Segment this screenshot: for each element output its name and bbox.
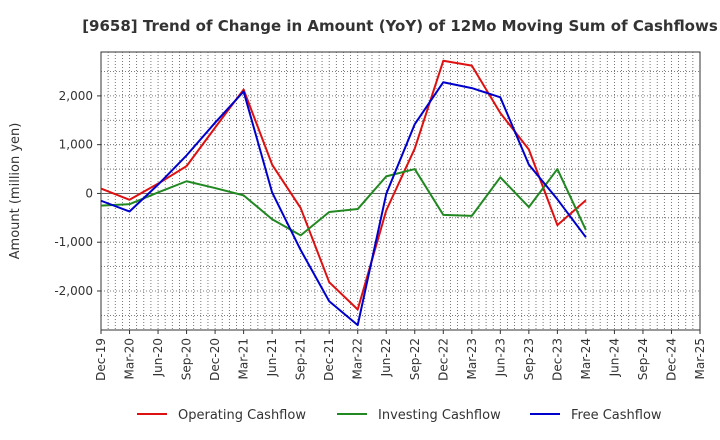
series-lines: [100, 59, 587, 327]
y-tick-label: -2,000: [54, 284, 93, 298]
x-tick-label: Dec-24: [664, 338, 678, 381]
y-axis-label: Amount (million yen): [8, 123, 23, 260]
x-tick-label: Dec-20: [208, 338, 222, 381]
legend: Operating Cashflow Investing Cashflow Free…: [137, 408, 662, 423]
y-tick-label: 1,000: [59, 138, 93, 152]
y-axis: -2,000 -1,000 0 1,000 2,000: [54, 89, 101, 298]
x-tick-label: Dec-23: [550, 338, 564, 381]
x-tick-label: Mar-21: [237, 338, 251, 379]
x-tick-label: Dec-19: [94, 338, 108, 381]
legend-label: Investing Cashflow: [378, 408, 501, 423]
x-tick-label: Dec-21: [322, 338, 336, 381]
series-line-investing-cashflow: [100, 168, 587, 237]
x-tick-label: Jun-22: [379, 338, 393, 377]
series-line-free-cashflow: [100, 81, 587, 327]
x-tick-label: Jun-23: [493, 338, 507, 377]
x-tick-label: Mar-20: [123, 338, 137, 379]
x-tick-label: Sep-23: [522, 338, 536, 380]
x-tick-label: Dec-22: [436, 338, 450, 381]
x-tick-label: Jun-20: [151, 338, 165, 377]
series-line-operating-cashflow: [100, 59, 587, 311]
x-axis: Dec-19 Mar-20 Jun-20 Sep-20 Dec-20 Mar-21 Jun-…: [94, 330, 707, 381]
x-tick-label: Mar-22: [351, 338, 365, 379]
legend-label: Operating Cashflow: [178, 408, 306, 423]
x-tick-label: Sep-24: [636, 338, 650, 380]
y-tick-label: 2,000: [59, 89, 93, 103]
x-tick-label: Mar-25: [693, 338, 707, 379]
x-tick-label: Sep-22: [408, 338, 422, 380]
x-tick-label: Mar-24: [579, 338, 593, 379]
legend-label: Free Cashflow: [571, 408, 662, 423]
y-tick-label: -1,000: [54, 235, 93, 249]
x-tick-label: Mar-23: [465, 338, 479, 379]
x-tick-label: Sep-20: [180, 338, 194, 380]
x-tick-label: Sep-21: [294, 338, 308, 380]
x-tick-label: Jun-21: [265, 338, 279, 377]
grid: [101, 52, 700, 330]
y-tick-label: 0: [85, 186, 93, 200]
chart-title: [9658] Trend of Change in Amount (YoY) o…: [82, 17, 718, 35]
x-tick-label: Jun-24: [607, 338, 621, 377]
